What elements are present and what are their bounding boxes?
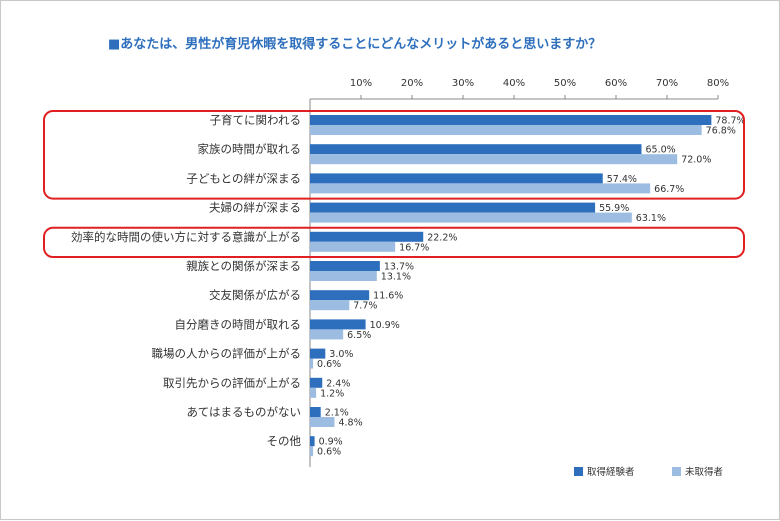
bar-not-experienced [310, 125, 702, 135]
category-label: 自分磨きの時間が取れる [175, 317, 302, 331]
data-label: 7.7% [353, 301, 377, 312]
data-label: 63.1% [636, 213, 666, 224]
category-label: 効率的な時間の使い方に対する意識が上がる [71, 230, 301, 244]
category-label: その他 [267, 434, 302, 448]
data-label: 0.6% [317, 359, 341, 370]
category-label: 交友関係が広がる [209, 288, 301, 302]
bar-not-experienced [310, 446, 314, 457]
bar-not-experienced [310, 241, 396, 252]
data-label: 72.0% [681, 155, 711, 166]
category-label: 職場の人からの評価が上がる [152, 347, 302, 361]
bar-experienced [310, 348, 326, 359]
data-label: 0.9% [319, 437, 343, 448]
x-tick-label: 10% [350, 78, 372, 89]
data-label: 0.6% [317, 447, 341, 458]
legend-label: 未取得者 [685, 466, 723, 478]
data-label: 4.8% [338, 418, 362, 429]
data-label: 78.7% [715, 116, 745, 127]
bar-experienced [310, 436, 315, 447]
bar-experienced [310, 407, 321, 417]
bar-not-experienced [310, 154, 678, 165]
legend-swatch [672, 467, 681, 476]
x-tick-label: 50% [554, 78, 576, 89]
data-label: 16.7% [399, 242, 429, 253]
data-label: 13.7% [384, 262, 414, 273]
data-label: 2.4% [326, 378, 350, 389]
highlight-box [43, 226, 745, 259]
bar-experienced [310, 202, 596, 213]
x-tick-label: 20% [401, 78, 423, 89]
data-label: 76.8% [706, 126, 736, 137]
bar-experienced [310, 377, 323, 388]
bar-experienced [310, 290, 370, 301]
category-label: 夫婦の絆が深まる [209, 201, 301, 215]
category-label: 取引先からの評価が上がる [163, 376, 301, 390]
category-label: あてはまるものがない [186, 405, 301, 419]
bar-not-experienced [310, 329, 344, 340]
x-tick-label: 30% [452, 78, 474, 89]
data-label: 65.0% [646, 145, 676, 156]
data-label: 13.1% [381, 272, 411, 283]
bar-not-experienced [310, 300, 350, 311]
category-label: 子育てに関われる [210, 113, 301, 127]
bar-not-experienced [310, 417, 335, 427]
data-label: 10.9% [370, 320, 400, 331]
data-label: 57.4% [607, 174, 637, 185]
category-label: 親族との関係が深まる [186, 259, 301, 273]
bar-experienced [310, 231, 424, 242]
highlight-box [43, 110, 745, 200]
x-tick-label: 40% [503, 78, 525, 89]
x-tick-label: 60% [605, 78, 627, 89]
bar-not-experienced [310, 271, 377, 281]
bar-experienced [310, 144, 642, 155]
x-tick-label: 70% [656, 78, 678, 89]
legend-swatch [574, 467, 583, 476]
bar-not-experienced [310, 212, 632, 223]
data-label: 1.2% [320, 388, 344, 399]
bar-experienced [310, 173, 603, 184]
chart-title: ■あなたは、男性が育児休暇を取得することにどんなメリットがあると思いますか？ [108, 36, 601, 52]
data-label: 22.2% [427, 232, 457, 243]
data-label: 3.0% [329, 349, 353, 360]
bar-not-experienced [310, 358, 314, 369]
bar-experienced [310, 319, 366, 330]
data-label: 2.1% [325, 408, 349, 419]
bar-not-experienced [310, 387, 317, 398]
data-label: 11.6% [373, 291, 403, 302]
bar-not-experienced [310, 183, 651, 194]
data-label: 55.9% [599, 203, 629, 214]
category-label: 家族の時間が取れる [198, 142, 302, 156]
data-label: 6.5% [347, 330, 371, 341]
bar-experienced [310, 115, 712, 125]
data-label: 66.7% [654, 184, 684, 195]
x-tick-label: 80% [707, 78, 729, 89]
category-label: 子どもとの絆が深まる [186, 171, 301, 185]
bar-experienced [310, 261, 380, 271]
legend-label: 取得経験者 [587, 466, 635, 478]
